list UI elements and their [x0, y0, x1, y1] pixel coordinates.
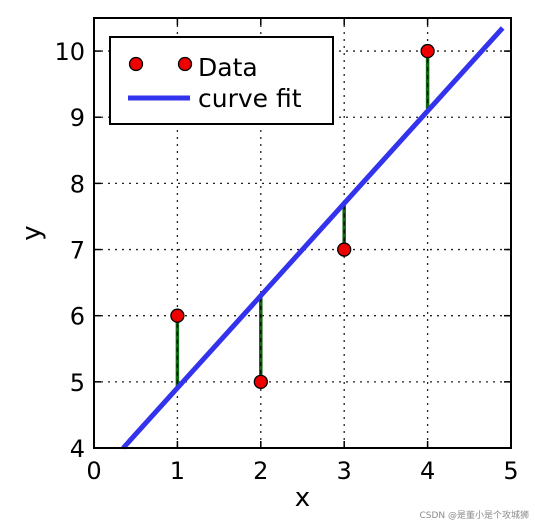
- fit-line-group: [121, 26, 505, 450]
- x-tick-label: 4: [420, 457, 435, 485]
- data-point: [253, 374, 268, 389]
- curve-fit-line: [121, 26, 505, 450]
- x-tick-label: 1: [170, 457, 185, 485]
- axis-ticks: 0 1 2 3 4 5 4 5 6 7 8 9 10: [54, 18, 519, 485]
- y-tick-label: 4: [70, 435, 85, 463]
- y-axis-label: y: [17, 225, 47, 240]
- legend-marker: [128, 56, 144, 72]
- y-tick-label: 5: [70, 369, 85, 397]
- legend-label-data: Data: [198, 53, 258, 82]
- data-point: [170, 308, 185, 323]
- y-tick-label: 10: [54, 38, 85, 66]
- x-tick-label: 3: [337, 457, 352, 485]
- y-tick-label: 7: [70, 237, 85, 265]
- x-tick-label: 0: [86, 457, 101, 485]
- legend-box: [109, 36, 334, 125]
- legend-marker: [177, 56, 193, 72]
- watermark-text: CSDN @是董小是个攻城狮: [419, 511, 529, 521]
- data-point: [337, 242, 352, 257]
- y-tick-label: 6: [70, 303, 85, 331]
- x-axis-label: x: [295, 483, 310, 513]
- plot-frame: [93, 17, 512, 449]
- residual-lines: [175, 51, 430, 387]
- x-tick-label: 5: [503, 457, 518, 485]
- data-point: [420, 43, 435, 59]
- y-tick-label: 8: [70, 170, 85, 198]
- legend-label-curve-fit: curve fit: [198, 84, 302, 113]
- x-tick-label: 2: [253, 457, 268, 485]
- data-points: [170, 43, 435, 389]
- y-tick-label: 9: [70, 104, 85, 132]
